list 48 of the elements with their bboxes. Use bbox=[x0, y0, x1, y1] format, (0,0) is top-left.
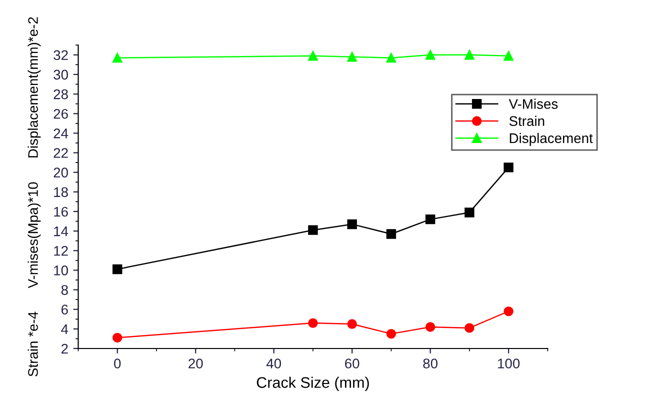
point bbox=[425, 214, 436, 224]
point bbox=[308, 51, 318, 61]
y-tick-label: 10 bbox=[54, 266, 68, 276]
y-tick-label: 4 bbox=[61, 324, 68, 334]
point bbox=[347, 219, 357, 230]
point bbox=[386, 229, 396, 239]
y-tick-label: 28 bbox=[54, 89, 68, 100]
x-tick-label: 60 bbox=[345, 358, 360, 368]
x-axis-title: Crack Size (mm) bbox=[256, 376, 369, 391]
point bbox=[386, 52, 396, 63]
x-tick-label: 0 bbox=[114, 358, 121, 368]
point bbox=[308, 225, 318, 235]
point bbox=[386, 328, 396, 339]
point bbox=[347, 319, 357, 329]
point bbox=[425, 322, 436, 332]
x-tick-label: 80 bbox=[423, 358, 438, 368]
point bbox=[504, 51, 514, 61]
y-tick-label: 12 bbox=[54, 246, 68, 256]
x-tick-label: 100 bbox=[498, 358, 520, 368]
y-axis-title: Strain *e-4 V-mises(Mpa)*10 Displacement(mm)*e-2 bbox=[28, 17, 41, 376]
point bbox=[464, 208, 474, 218]
y-tick-label: 24 bbox=[54, 128, 68, 138]
y-tick-label: 6 bbox=[62, 304, 68, 315]
point bbox=[504, 306, 514, 316]
point bbox=[112, 52, 122, 63]
x-tick-label: 20 bbox=[188, 358, 203, 368]
y-tick-label: 18 bbox=[54, 187, 68, 198]
x-tick-label: 40 bbox=[266, 358, 282, 368]
y-tick-label: 32 bbox=[54, 50, 68, 60]
point bbox=[464, 50, 474, 60]
legend-label: V-Mises bbox=[508, 98, 558, 109]
y-tick-label: 14 bbox=[54, 226, 68, 236]
legend-label: Displacement bbox=[510, 132, 593, 146]
point bbox=[425, 50, 436, 60]
y-tick-label: 20 bbox=[54, 168, 68, 178]
point bbox=[504, 162, 514, 172]
y-tick-label: 30 bbox=[54, 70, 68, 80]
y-tick-label: 2 bbox=[61, 344, 68, 354]
y-tick-label: 8 bbox=[61, 285, 68, 295]
point bbox=[464, 323, 474, 333]
point bbox=[308, 318, 318, 328]
point bbox=[347, 52, 357, 62]
y-tick-label: 16 bbox=[54, 206, 68, 217]
y-tick-label: 22 bbox=[54, 148, 68, 158]
y-tick-label: 26 bbox=[54, 108, 68, 119]
point bbox=[112, 332, 122, 343]
legend-label: Strain bbox=[509, 116, 544, 126]
point bbox=[112, 264, 122, 274]
